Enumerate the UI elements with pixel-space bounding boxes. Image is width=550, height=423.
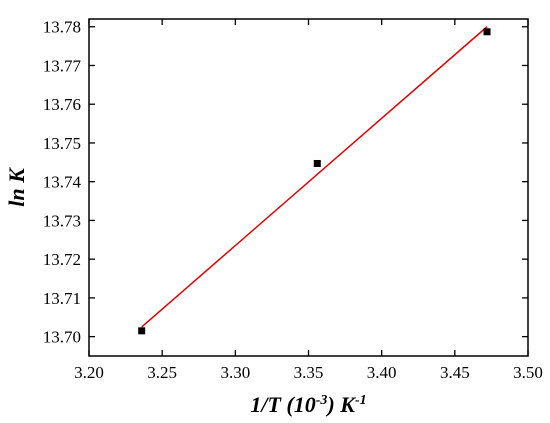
x-tick-label: 3.40 xyxy=(367,363,397,382)
y-tick-label: 13.74 xyxy=(43,173,82,192)
y-tick-label: 13.77 xyxy=(43,56,82,75)
y-tick-label: 13.71 xyxy=(43,289,81,308)
x-tick-label: 3.35 xyxy=(294,363,324,382)
x-axis-title-exp2: -1 xyxy=(355,393,367,408)
x-axis-title-mid: ) K xyxy=(325,392,356,417)
y-tick-label: 13.75 xyxy=(43,134,81,153)
x-axis-title-exp1: -3 xyxy=(316,393,328,408)
x-axis-title-main: 1/T (10 xyxy=(250,392,315,417)
fit-line xyxy=(141,26,488,328)
y-tick-label: 13.78 xyxy=(43,18,81,37)
plot-frame xyxy=(88,18,529,357)
data-point xyxy=(483,28,491,36)
y-tick-label: 13.72 xyxy=(43,250,81,269)
y-axis-title: ln K xyxy=(4,167,29,207)
series-layer xyxy=(138,26,491,335)
y-tick-label: 13.73 xyxy=(43,211,81,230)
y-tick-label: 13.76 xyxy=(43,95,81,114)
x-tick-label: 3.50 xyxy=(513,363,543,382)
data-point xyxy=(138,327,146,335)
x-axis-title: 1/T (10-3) K-1 xyxy=(250,392,366,417)
x-tick-label: 3.20 xyxy=(74,363,104,382)
ticks-layer: 3.20 3.25 3.30 3.35 3.40 3.45 3.50 13.70 13.71 13… xyxy=(43,18,543,382)
x-tick-label: 3.25 xyxy=(147,363,177,382)
y-tick-label: 13.70 xyxy=(43,328,81,347)
x-tick-label: 3.30 xyxy=(220,363,250,382)
data-point xyxy=(313,159,321,167)
x-tick-label: 3.45 xyxy=(440,363,470,382)
